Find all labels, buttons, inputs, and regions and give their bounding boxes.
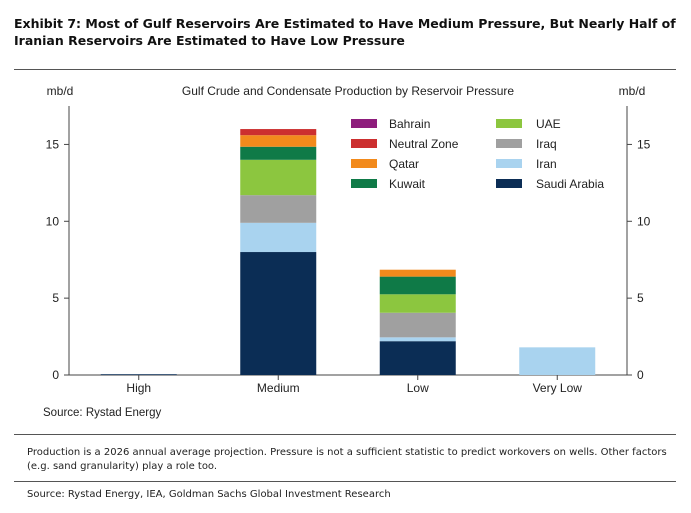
exhibit-title: Exhibit 7: Most of Gulf Reservoirs Are E…: [14, 16, 676, 48]
legend-swatch-right: [496, 179, 522, 188]
bar-segment: [519, 347, 596, 375]
bar-segment: [240, 252, 317, 375]
y-axis-label-right: mb/d: [619, 84, 646, 98]
legend-swatch-left: [351, 139, 377, 148]
title-divider: [14, 69, 676, 70]
legend-label-left: Kuwait: [389, 177, 426, 191]
y-axis-label-left: mb/d: [47, 84, 74, 98]
y-tick-label-left: 5: [52, 291, 59, 305]
bar-segment: [379, 269, 456, 277]
bar-segment: [240, 159, 317, 196]
legend-swatch-left: [351, 179, 377, 188]
x-tick-label: Low: [407, 381, 429, 395]
legend-label-right: Iran: [536, 157, 557, 171]
legend-swatch-right: [496, 119, 522, 128]
x-tick-label: Medium: [257, 381, 300, 395]
legend-swatch-right: [496, 139, 522, 148]
footnote: Production is a 2026 annual average proj…: [27, 447, 667, 472]
chart-source: Source: Rystad Energy: [43, 407, 162, 419]
legend-label-right: UAE: [536, 117, 561, 131]
legend-label-right: Iraq: [536, 137, 557, 151]
bar-segment: [379, 341, 456, 375]
bar-segment: [240, 146, 317, 160]
y-tick-label-left: 0: [52, 368, 59, 382]
bar-segment: [379, 312, 456, 338]
y-tick-label-left: 10: [46, 214, 60, 228]
legend-swatch-right: [496, 159, 522, 168]
bar-segment: [379, 276, 456, 295]
bar-segment: [379, 337, 456, 342]
y-tick-label-right: 15: [637, 137, 651, 151]
chart-title: Gulf Crude and Condensate Production by …: [182, 84, 515, 98]
y-tick-label-right: 0: [637, 368, 644, 382]
bar-segment: [240, 195, 317, 223]
legend-label-left: Qatar: [389, 157, 419, 171]
legend-swatch-left: [351, 159, 377, 168]
exhibit-source: Source: Rystad Energy, IEA, Goldman Sach…: [27, 489, 391, 500]
y-tick-label-right: 10: [637, 214, 651, 228]
legend-label-left: Bahrain: [389, 117, 430, 131]
bar-segment: [240, 222, 317, 253]
bar-segment: [379, 294, 456, 313]
bar-segment: [100, 374, 177, 376]
x-tick-label: High: [126, 381, 151, 395]
stacked-bar-chart: Gulf Crude and Condensate Production by …: [43, 84, 651, 419]
bar-segment: [240, 135, 317, 147]
bar-segment: [240, 129, 317, 136]
legend-label-right: Saudi Arabia: [536, 177, 604, 191]
legend-swatch-left: [351, 119, 377, 128]
chart-divider: [14, 434, 676, 435]
footnote-divider: [14, 481, 676, 482]
legend-label-left: Neutral Zone: [389, 137, 459, 151]
y-tick-label-left: 15: [46, 137, 60, 151]
y-tick-label-right: 5: [637, 291, 644, 305]
x-tick-label: Very Low: [533, 381, 583, 395]
